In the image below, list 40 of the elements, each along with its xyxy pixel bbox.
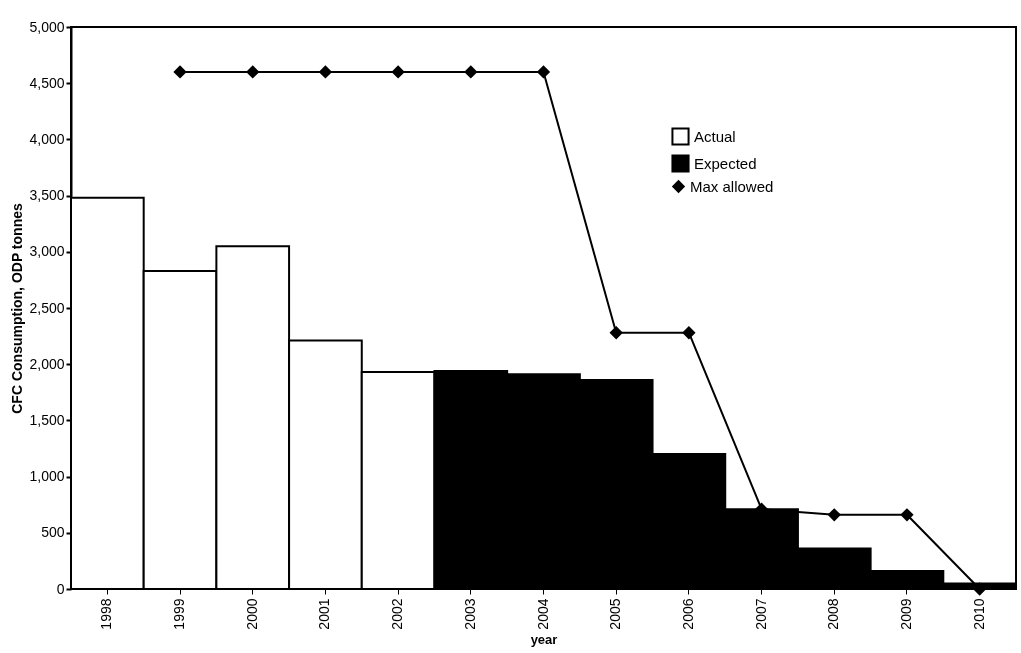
y-tick-label: 5,000 bbox=[29, 18, 65, 35]
x-tick-label: 2002 bbox=[389, 598, 406, 630]
y-tick-label: 1,000 bbox=[29, 468, 65, 485]
y-tick-label: 3,000 bbox=[29, 243, 65, 260]
x-tick-label: 2003 bbox=[461, 598, 478, 630]
x-tick-label: 2001 bbox=[316, 598, 333, 630]
y-tick-label: 4,000 bbox=[29, 130, 65, 147]
x-tick-label: 2000 bbox=[243, 598, 260, 630]
x-tick-label: 2006 bbox=[679, 598, 696, 630]
legend-label: Expected bbox=[694, 154, 757, 172]
point bbox=[973, 582, 986, 596]
y-tick-label: 2,000 bbox=[29, 355, 65, 372]
x-tick-label: 1999 bbox=[171, 598, 188, 630]
x-tick-label: 2008 bbox=[825, 598, 842, 630]
x-tick-label: 2004 bbox=[534, 598, 551, 630]
point bbox=[609, 326, 623, 339]
point bbox=[319, 65, 332, 79]
legend-label: Actual bbox=[694, 127, 736, 145]
point bbox=[464, 65, 478, 79]
x-tick-label: 1998 bbox=[98, 598, 115, 630]
y-tick-label: 4,500 bbox=[29, 74, 65, 91]
y-tick-label: 2,500 bbox=[29, 299, 65, 316]
x-axis-title: year bbox=[530, 631, 558, 647]
point bbox=[173, 65, 187, 79]
y-axis-title: CFC Consumption, ODP tonnes bbox=[9, 203, 26, 414]
y-tick-label: 500 bbox=[41, 524, 65, 541]
point bbox=[391, 65, 405, 79]
y-tick-label: 1,500 bbox=[29, 411, 65, 428]
point bbox=[246, 65, 259, 79]
y-tick-label: 3,500 bbox=[29, 187, 65, 204]
x-tick-label: 2007 bbox=[752, 598, 769, 630]
point bbox=[682, 326, 696, 339]
point bbox=[537, 65, 550, 79]
x-tick-label: 2005 bbox=[607, 598, 624, 630]
x-tick-label: 2009 bbox=[897, 598, 914, 630]
legend-label: Max allowed bbox=[690, 177, 774, 195]
x-tick-label: 2010 bbox=[970, 598, 987, 630]
y-tick-label: 0 bbox=[56, 580, 65, 597]
point bbox=[828, 508, 841, 522]
point bbox=[900, 508, 914, 522]
